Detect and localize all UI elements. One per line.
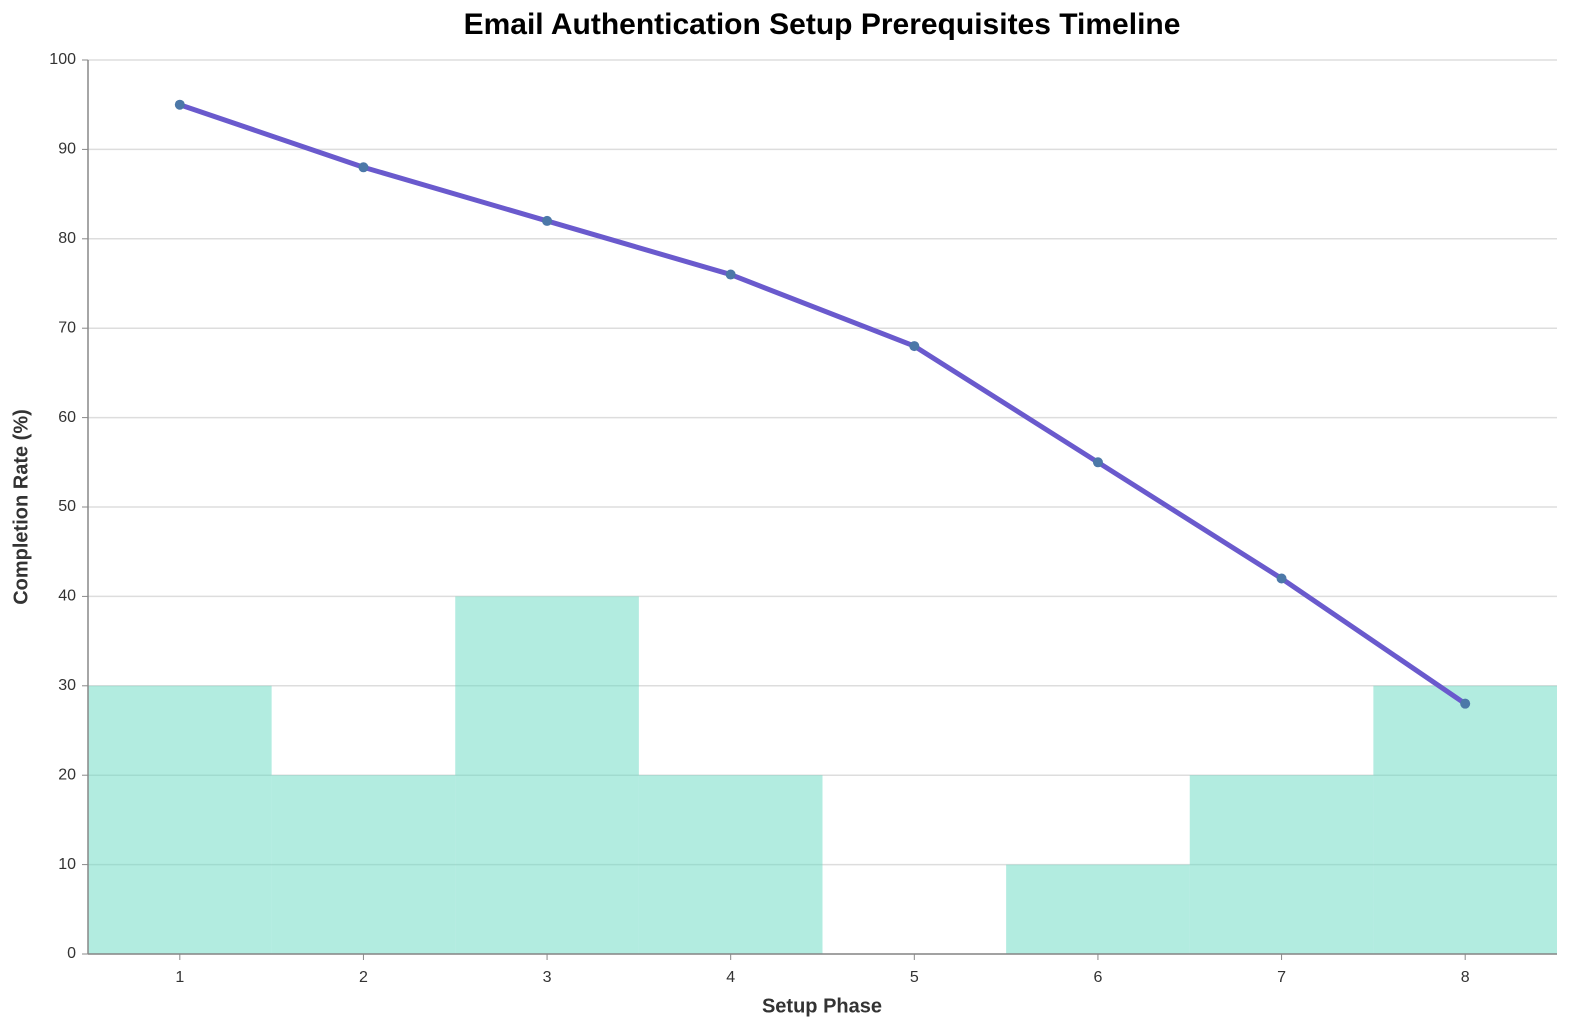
x-tick-label: 3 xyxy=(543,969,552,986)
y-tick-label: 50 xyxy=(58,498,76,515)
bar xyxy=(638,775,823,954)
point xyxy=(174,99,185,110)
x-tick-label: 6 xyxy=(1093,969,1102,986)
point xyxy=(1092,457,1103,468)
x-tick-label: 5 xyxy=(910,969,919,986)
point xyxy=(358,162,369,173)
y-tick-label: 20 xyxy=(58,766,76,783)
x-tick-label: 8 xyxy=(1461,969,1470,986)
y-tick-label: 10 xyxy=(58,856,76,873)
bar xyxy=(271,775,456,954)
line xyxy=(179,102,1467,706)
x-tick-label: 2 xyxy=(359,969,368,986)
y-tick-label: 0 xyxy=(67,945,76,962)
y-tick-label: 30 xyxy=(58,677,76,694)
y-tick-label: 90 xyxy=(58,141,76,158)
point xyxy=(1460,698,1471,709)
x-tick-label: 7 xyxy=(1277,969,1286,986)
y-axis-label: Completion Rate (%) xyxy=(10,409,32,605)
bar xyxy=(1189,775,1374,954)
y-tick-label: 60 xyxy=(58,409,76,426)
y-tick-label: 70 xyxy=(58,319,76,336)
x-tick-label: 1 xyxy=(175,969,184,986)
chart-title: Email Authentication Setup Prerequisites… xyxy=(464,8,1181,41)
x-tick-label: 4 xyxy=(726,969,735,986)
bar xyxy=(455,596,639,954)
bar xyxy=(1373,685,1557,954)
bar xyxy=(88,685,272,954)
x-axis-label: Setup Phase xyxy=(762,995,882,1017)
point xyxy=(1276,573,1287,584)
point xyxy=(909,341,920,352)
point xyxy=(725,269,736,280)
y-tick-label: 80 xyxy=(58,230,76,247)
point xyxy=(542,215,553,226)
y-tick-label: 100 xyxy=(49,51,76,68)
bar xyxy=(1006,864,1190,954)
y-tick-label: 40 xyxy=(58,588,76,605)
